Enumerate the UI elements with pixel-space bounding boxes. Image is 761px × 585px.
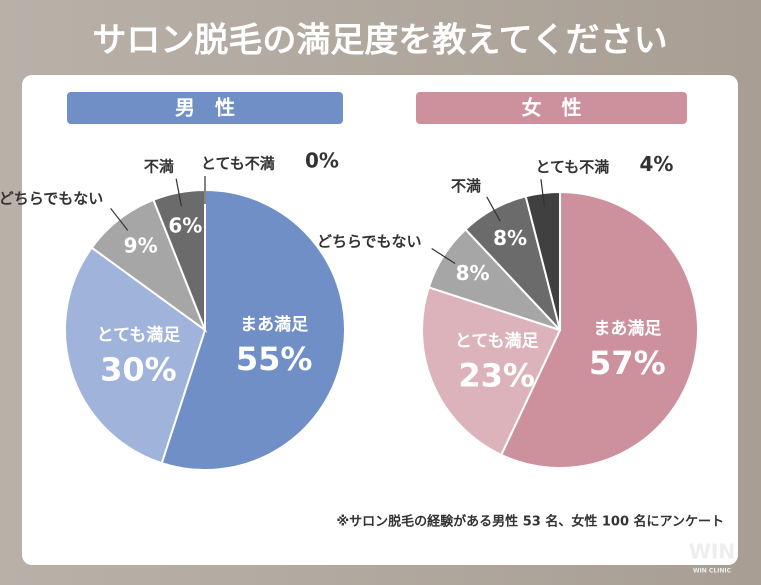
header [416,92,687,124]
slice-label: まあ満足 [593,318,661,339]
slice-label: まあ満足 [240,314,308,335]
leader-line [540,179,546,207]
logo: WIN [689,540,735,564]
slice-label: どちらでもない [317,233,422,251]
slice-value: 6% [168,213,202,237]
logo-sub: WIN CLINIC [693,568,732,575]
leader-line [486,196,501,222]
leader-line [110,207,129,231]
slice-value: 0% [305,149,339,173]
pie-slice [64,246,207,465]
pie-slice [160,188,346,471]
page-title: サロン脱毛の満足度を教えてください [92,21,667,61]
slice-value: 4% [639,152,673,176]
chart-title: 女 性 [522,96,582,120]
chart-title: 男 性 [175,96,235,120]
leader-line [175,178,182,207]
slice-value: 9% [124,234,158,258]
pie-slice [421,286,562,457]
slice-value: 55% [236,340,313,378]
slice-label: とても不満 [535,158,609,176]
slice-label: 不満 [451,177,481,195]
slice-label: とても満足 [97,325,181,346]
slice-value: 8% [493,226,527,250]
slice-value: 8% [456,261,490,285]
slice-label: どちらでもない [0,189,103,207]
slice-label: とても満足 [455,330,539,351]
leader-line [431,248,456,264]
slice-label: とても不満 [201,155,275,173]
slice-value: 57% [589,344,666,382]
slice-value: 30% [100,351,177,389]
slice-label: 不満 [144,157,174,175]
pie-slice [499,190,699,469]
header [67,92,343,124]
note: ※サロン脱毛の経験がある男性 53 名、女性 100 名にアンケート [337,514,724,530]
slice-value: 23% [458,356,535,394]
